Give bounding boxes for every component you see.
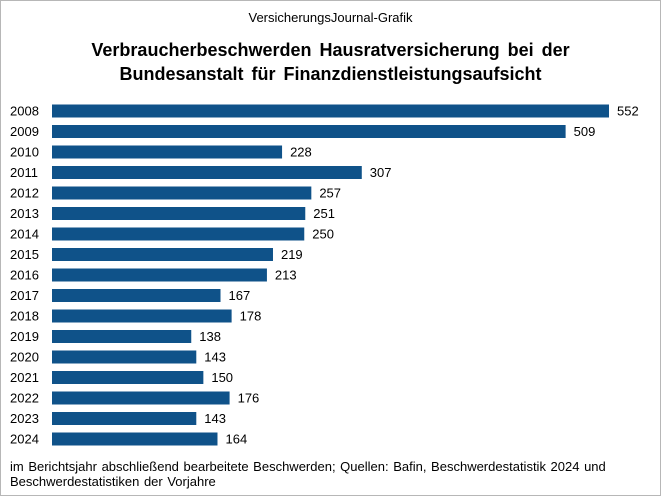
value-label-2022: 176: [238, 391, 260, 406]
category-label-2019: 2019: [10, 329, 39, 344]
value-label-2014: 250: [312, 227, 334, 242]
chart-title-line-1: Verbraucherbeschwerden Hausratversicheru…: [91, 40, 570, 60]
category-label-2024: 2024: [10, 432, 39, 447]
value-label-2019: 138: [199, 329, 221, 344]
category-label-2013: 2013: [10, 206, 39, 221]
bar-2015: [52, 248, 273, 261]
bar-2019: [52, 330, 192, 343]
bar-2009: [52, 125, 566, 138]
bar-2018: [52, 309, 232, 323]
bar-2021: [52, 371, 204, 384]
chart-title-line-2: Bundesanstalt für Finanzdienstleistungsa…: [119, 64, 542, 84]
source-line: VersicherungsJournal-Grafik: [248, 10, 413, 25]
value-label-2021: 150: [211, 370, 233, 385]
category-label-2016: 2016: [10, 268, 39, 283]
value-label-2017: 167: [229, 288, 251, 303]
category-label-2023: 2023: [10, 411, 39, 426]
bar-2010: [52, 145, 283, 159]
bar-2023: [52, 412, 197, 425]
value-label-2024: 164: [225, 432, 247, 447]
bar-2014: [52, 227, 305, 241]
category-label-2017: 2017: [10, 288, 39, 303]
category-label-2008: 2008: [10, 104, 39, 119]
bar-2024: [52, 432, 218, 446]
category-label-2021: 2021: [10, 370, 39, 385]
value-label-2011: 307: [370, 165, 392, 180]
value-label-2016: 213: [275, 268, 297, 283]
category-label-2014: 2014: [10, 227, 39, 242]
category-label-2018: 2018: [10, 309, 39, 324]
category-label-2015: 2015: [10, 247, 39, 262]
value-label-2008: 552: [617, 104, 639, 119]
value-label-2013: 251: [313, 206, 335, 221]
bar-2020: [52, 350, 197, 364]
category-label-2009: 2009: [10, 124, 39, 139]
bar-2017: [52, 289, 221, 302]
value-label-2015: 219: [281, 247, 303, 262]
category-label-2020: 2020: [10, 350, 39, 365]
value-label-2018: 178: [240, 309, 262, 324]
footnote: im Berichtsjahr abschließend bearbeitete…: [10, 459, 606, 489]
category-label-2012: 2012: [10, 186, 39, 201]
bar-2013: [52, 207, 306, 220]
bar-2012: [52, 186, 312, 200]
value-label-2023: 143: [204, 411, 226, 426]
category-label-2010: 2010: [10, 145, 39, 160]
value-label-2010: 228: [290, 145, 312, 160]
bar-2022: [52, 391, 230, 405]
value-label-2020: 143: [204, 350, 226, 365]
bar-2011: [52, 166, 362, 179]
bar-2008: [52, 104, 609, 118]
category-label-2022: 2022: [10, 391, 39, 406]
bar-2016: [52, 268, 267, 282]
category-label-2011: 2011: [10, 165, 38, 180]
value-label-2012: 257: [319, 186, 341, 201]
chart-title: Verbraucherbeschwerden Hausratversicheru…: [0, 38, 661, 86]
value-label-2009: 509: [574, 124, 596, 139]
